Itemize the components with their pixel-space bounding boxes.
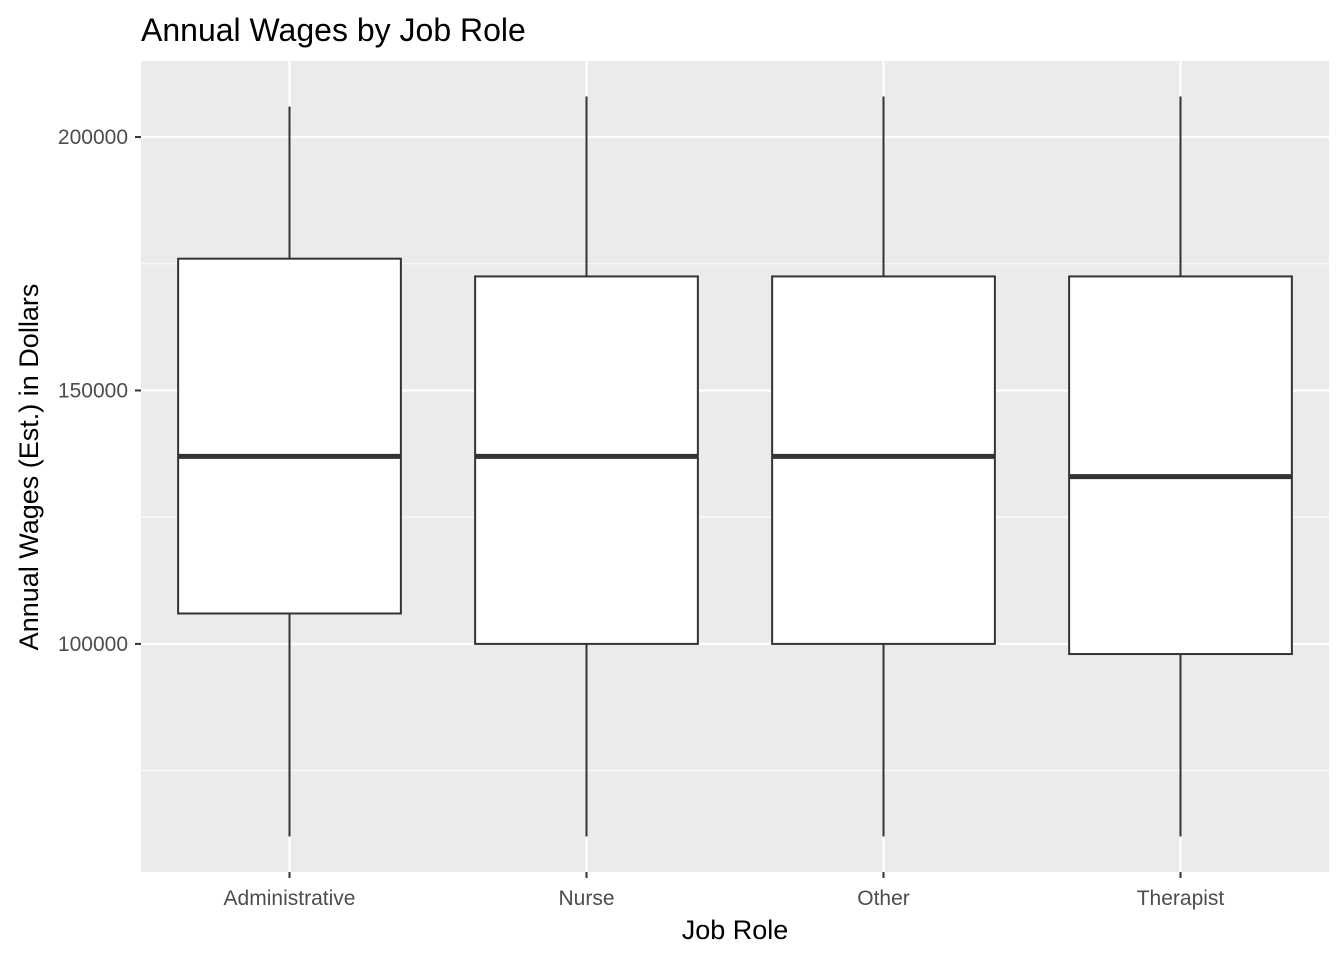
box-body: [1068, 275, 1293, 656]
x-tick-label: Nurse: [558, 887, 614, 910]
y-axis-title: Annual Wages (Est.) in Dollars: [14, 284, 44, 651]
box-group: [177, 96, 1293, 837]
x-axis: Administrative Nurse Other Therapist: [224, 872, 1225, 910]
y-axis: 100000 150000 200000: [58, 126, 141, 656]
x-tick-label: Therapist: [1137, 887, 1225, 910]
box-body: [474, 275, 699, 645]
chart-title: Annual Wages by Job Role: [141, 12, 526, 48]
y-tick-label: 200000: [58, 126, 128, 149]
y-tick-label: 150000: [58, 379, 128, 402]
box-body: [177, 257, 402, 615]
box-body: [771, 275, 996, 645]
box-nurse: [474, 96, 699, 837]
box-other: [771, 96, 996, 837]
box-therapist: [1068, 96, 1293, 837]
box-administrative: [177, 106, 402, 837]
x-axis-title: Job Role: [682, 915, 789, 945]
x-tick-label: Administrative: [224, 887, 356, 910]
x-tick-label: Other: [857, 887, 910, 910]
y-tick-label: 100000: [58, 633, 128, 656]
